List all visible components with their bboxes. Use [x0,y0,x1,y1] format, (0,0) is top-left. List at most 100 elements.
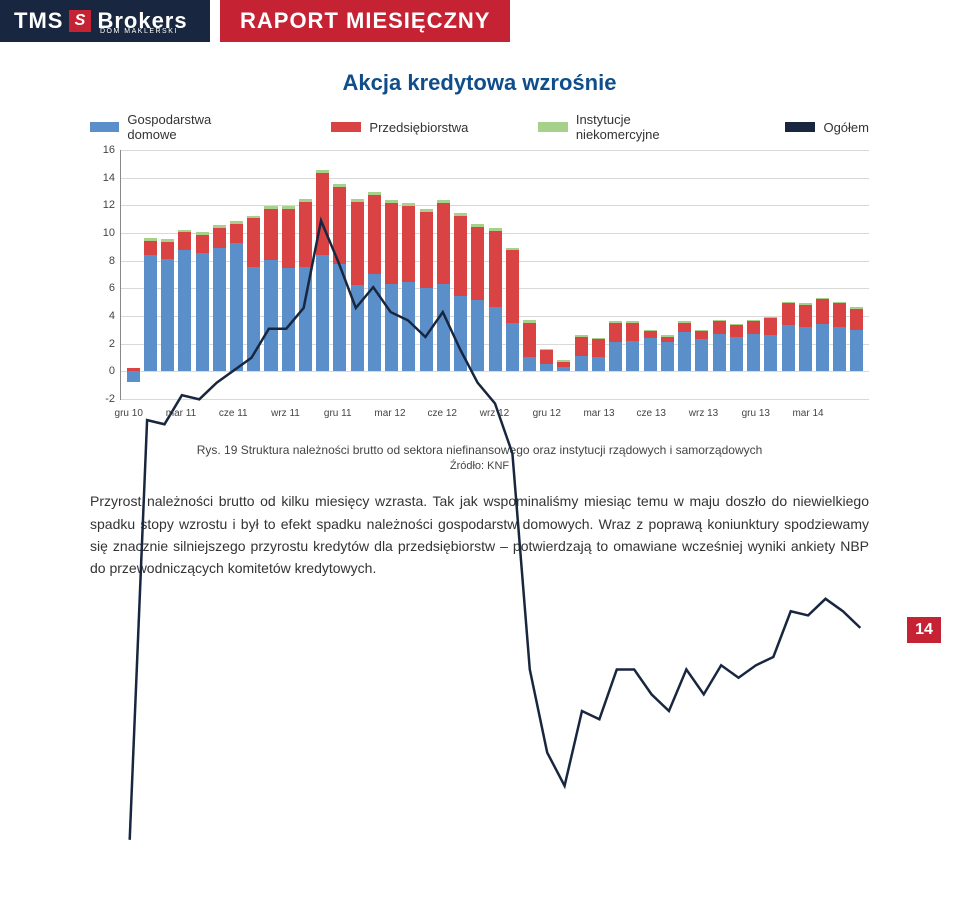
bar [349,149,365,399]
bar-segment [316,173,329,255]
bar-segment [454,296,467,371]
bar [211,149,227,399]
bar-segment [385,284,398,372]
x-tick-label: gru 10 [115,408,143,419]
legend-label: Gospodarstwa domowe [127,112,261,142]
bar-segment [351,202,364,285]
logo-icon: S [69,10,91,32]
bar-segment [609,323,622,342]
x-tick-label: wrz 11 [271,408,300,419]
bar-segment [196,235,209,253]
grid-line [121,399,869,400]
bar [246,149,262,399]
bar-segment [420,212,433,288]
bar-segment [178,250,191,371]
bar-segment [299,267,312,371]
page-number: 14 [907,617,941,643]
legend-swatch [785,122,815,132]
caption-line1: Rys. 19 Struktura należności brutto od s… [90,442,869,459]
x-tick-label: wrz 12 [480,408,509,419]
bar [332,149,348,399]
bar-segment [730,325,743,336]
logo: TMS S Brokers DOM MAKLERSKI [0,0,210,42]
bar-segment [230,243,243,371]
legend-item: Przedsiębiorstwa [331,112,468,142]
chart-area: -20246810121416 [120,150,869,400]
bar [849,149,865,399]
chart-title: Akcja kredytowa wzrośnie [90,70,869,96]
bar-segment [144,255,157,372]
bar-segment [592,357,605,371]
bar [194,149,210,399]
bar-segment [678,332,691,371]
y-tick-label: 0 [95,365,115,377]
bar [814,149,830,399]
bar-segment [609,342,622,371]
legend-label: Ogółem [823,120,869,135]
bar-segment [402,282,415,371]
bar [728,149,744,399]
bar-segment [764,335,777,371]
y-tick-label: 16 [95,144,115,156]
legend-label: Przedsiębiorstwa [369,120,468,135]
x-tick-label: gru 13 [742,408,770,419]
bar-segment [351,285,364,371]
bar-segment [264,209,277,260]
bar-segment [178,232,191,250]
bar-segment [799,327,812,371]
y-tick-label: 14 [95,172,115,184]
bar-segment [695,339,708,371]
bar-segment [247,218,260,267]
bar-segment [333,264,346,371]
bar [177,149,193,399]
x-tick-label: mar 11 [166,408,196,419]
bar-segment [196,253,209,371]
bar-segment [644,338,657,371]
bar [642,149,658,399]
bar [384,149,400,399]
bar [263,149,279,399]
bar [832,149,848,399]
y-tick-label: 12 [95,199,115,211]
bar-segment [833,303,846,327]
bar-segment [540,364,553,371]
bar-segment [471,300,484,371]
bar-segment [850,309,863,330]
bar-segment [764,318,777,335]
legend-item: Ogółem [785,112,869,142]
bar-segment [161,259,174,372]
x-tick-label: mar 14 [792,408,823,419]
bar-segment [437,284,450,372]
chart-caption: Rys. 19 Struktura należności brutto od s… [90,442,869,474]
bar-segment [782,325,795,371]
bar-segment [540,350,553,364]
bar-segment [833,327,846,371]
bar-segment [454,216,467,297]
bar-segment [695,331,708,339]
bar [745,149,761,399]
bar-segment [782,303,795,325]
legend-item: Instytucje niekomercyjne [538,112,715,142]
bar [125,149,141,399]
bar-segment [713,334,726,372]
x-tick-label: cze 11 [219,408,248,419]
caption-line2: Źródło: KNF [90,459,869,474]
bar-segment [299,202,312,267]
legend-label: Instytucje niekomercyjne [576,112,716,142]
bar [625,149,641,399]
bars-container [121,150,869,399]
bar [504,149,520,399]
bar-segment [730,337,743,372]
bar [280,149,296,399]
bar [470,149,486,399]
bar-segment [626,323,639,341]
bar-segment [437,203,450,284]
bar [694,149,710,399]
bar-segment [333,187,346,265]
y-tick-label: 4 [95,310,115,322]
x-tick-label: cze 12 [428,408,457,419]
y-tick-label: -2 [95,393,115,405]
bar-segment [213,228,226,247]
report-title: RAPORT MIESIĘCZNY [220,0,510,42]
bar [366,149,382,399]
